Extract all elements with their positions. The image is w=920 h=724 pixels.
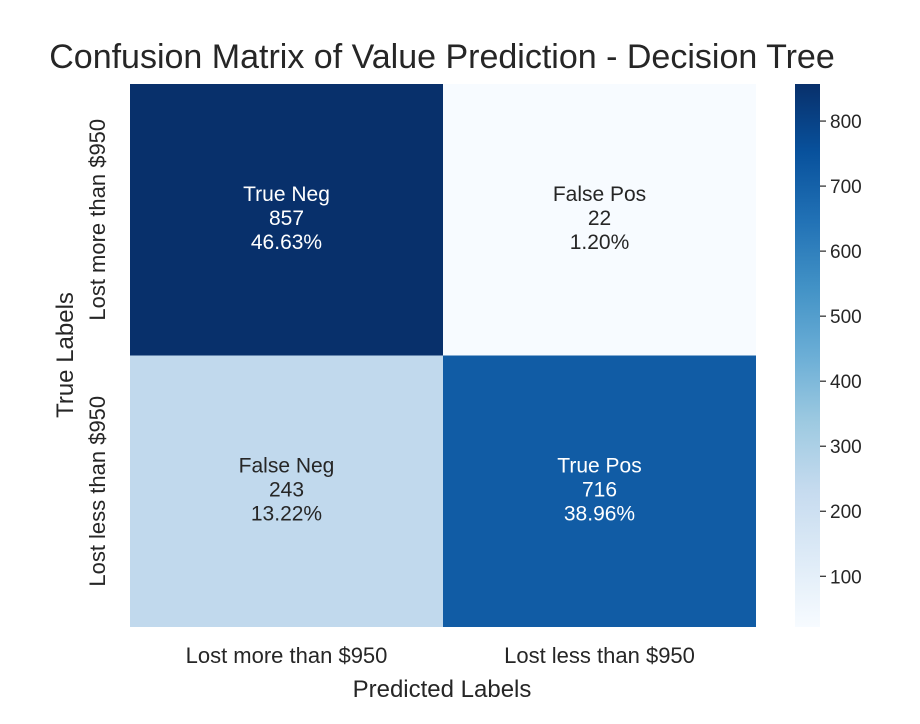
cell-label-name: False Pos [553, 183, 646, 206]
colorbar [795, 84, 820, 627]
colorbar-tick-label: 700 [830, 177, 862, 198]
cell-label-count: 22 [588, 207, 611, 230]
cell-label-count: 716 [582, 478, 617, 501]
colorbar-tick-label: 300 [830, 437, 862, 458]
colorbar-tick-label: 400 [830, 372, 862, 393]
heatmap-cell-1-0 [130, 355, 443, 627]
x-tick-label: Lost more than $950 [186, 643, 388, 668]
colorbar-tick-label: 500 [830, 307, 862, 328]
cell-label-name: False Neg [239, 454, 335, 477]
cell-label-percent: 13.22% [251, 502, 322, 525]
colorbar-tick-label: 600 [830, 242, 862, 263]
heatmap-cell-1-1 [443, 355, 756, 627]
y-axis-label: True Labels [52, 292, 79, 418]
cell-label-name: True Neg [243, 183, 330, 206]
y-tick-label: Lost less than $950 [85, 396, 110, 587]
y-tick-labels: Lost more than $950 Lost less than $950 [85, 119, 110, 587]
y-tick-label: Lost more than $950 [85, 119, 110, 321]
cell-label-count: 243 [269, 478, 304, 501]
x-tick-label: Lost less than $950 [504, 643, 695, 668]
heatmap-cell-0-1 [443, 84, 756, 356]
cell-label-percent: 38.96% [564, 502, 635, 525]
cell-label-percent: 1.20% [570, 231, 630, 254]
colorbar-ticks: 100 200 300 400 500 600 700 800 [820, 112, 862, 588]
cell-label-count: 857 [269, 207, 304, 230]
colorbar-tick-label: 100 [830, 567, 862, 588]
colorbar-tick-label: 200 [830, 502, 862, 523]
colorbar-tick-label: 800 [830, 112, 862, 133]
cell-label-percent: 46.63% [251, 231, 322, 254]
chart-title: Confusion Matrix of Value Prediction - D… [49, 38, 835, 76]
x-tick-labels: Lost more than $950 Lost less than $950 [186, 643, 695, 668]
heatmap-cell-0-0 [130, 84, 443, 356]
cell-label-name: True Pos [557, 454, 641, 477]
x-axis-label: Predicted Labels [353, 676, 532, 703]
